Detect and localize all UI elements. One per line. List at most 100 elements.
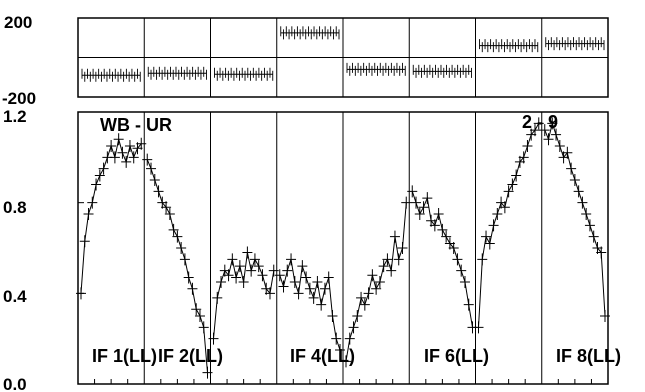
amplitude-point [242, 246, 253, 259]
amplitude-point [543, 133, 554, 146]
amplitude-point [492, 208, 503, 220]
amplitude-point [301, 271, 312, 284]
amplitude-point [547, 117, 558, 130]
plot-frames [77, 17, 609, 385]
amplitude-point [286, 253, 297, 266]
amplitude-point [473, 321, 484, 334]
amplitude-point [344, 332, 355, 345]
amplitude-point [327, 310, 338, 322]
correlation-label: 2 - 9 [522, 112, 558, 132]
phase-tick-top: 200 [4, 13, 32, 32]
amp-tick-1-2: 1.2 [3, 107, 27, 126]
amplitude-series-line [411, 191, 473, 328]
amplitude-point [136, 137, 147, 150]
amplitude-point [378, 260, 389, 273]
amplitude-point [499, 201, 510, 214]
amplitude-point [407, 185, 418, 198]
amplitude-point [234, 260, 245, 273]
amplitude-point [113, 133, 124, 146]
amp-tick-0-0: 0.0 [3, 375, 27, 392]
amplitude-point [359, 298, 370, 311]
amplitude-point [554, 140, 565, 152]
amplitude-point [503, 185, 514, 198]
amplitude-point [331, 332, 342, 345]
amplitude-point [274, 269, 285, 282]
amplitude-point [83, 208, 94, 220]
amplitude-point [264, 287, 275, 300]
amplitude-point [529, 124, 540, 137]
amplitude-point [456, 264, 467, 277]
amplitude-point [124, 140, 135, 152]
amplitude-point [308, 291, 319, 304]
amplitude-point [304, 282, 315, 295]
amplitude-point [246, 264, 257, 277]
amplitude-point [297, 260, 308, 273]
amplitude-point [194, 310, 205, 322]
amplitude-point [437, 223, 448, 236]
amplitude-point [433, 208, 444, 220]
amplitude-series-line [213, 252, 275, 339]
amplitude-point [352, 310, 363, 322]
amplitude-point [507, 178, 518, 191]
amplitude-point [202, 366, 213, 379]
amplitude-point [418, 201, 429, 214]
amplitude-point [484, 237, 495, 250]
amplitude-point [374, 276, 385, 288]
amplitude-point [573, 185, 584, 198]
amplitude-point [422, 192, 433, 205]
amplitude-point [208, 332, 219, 345]
amplitude-point [397, 242, 408, 254]
amplitude-point [441, 230, 452, 243]
amplitude-point [389, 230, 400, 243]
amplitude-point [429, 219, 440, 232]
amplitude-point [518, 151, 529, 164]
amplitude-point [581, 208, 592, 220]
amplitude-point [128, 151, 139, 164]
amplitude-point [117, 146, 128, 159]
amplitude-panel [76, 117, 610, 379]
amplitude-point [588, 230, 599, 243]
amplitude-point [600, 310, 610, 322]
amplitude-point [257, 269, 268, 282]
amplitude-point [191, 303, 202, 316]
amp-tick-0-4: 0.4 [3, 287, 27, 306]
amplitude-point [488, 219, 499, 232]
baseline-label: WB - UR [100, 115, 172, 135]
amplitude-point [448, 242, 459, 254]
amplitude-point [566, 162, 577, 175]
amplitude-point [98, 162, 109, 175]
amplitude-point [522, 140, 533, 152]
amplitude-point [146, 162, 157, 175]
amplitude-point [319, 282, 330, 295]
amplitude-point [187, 282, 198, 295]
amplitude-point [149, 174, 160, 186]
amplitude-point [562, 146, 573, 159]
amp-tick-0-8: 0.8 [3, 198, 27, 217]
if-label-1: IF 1(LL) [92, 346, 157, 366]
amplitude-point [109, 151, 120, 164]
amplitude-point [153, 185, 164, 198]
amplitude-point [414, 208, 425, 220]
amplitude-point [401, 196, 412, 209]
amplitude-point [316, 298, 327, 311]
amplitude-point [533, 117, 544, 130]
amplitude-point [168, 223, 179, 236]
amplitude-point [249, 253, 260, 266]
amplitude-point [268, 264, 279, 277]
amplitude-point [231, 271, 242, 284]
amplitude-point [452, 253, 463, 266]
amplitude-point [293, 287, 304, 300]
if-label-6: IF 6(LL) [424, 346, 489, 366]
phase-panel [81, 26, 605, 82]
amplitude-point [348, 321, 359, 334]
amplitude-point [584, 219, 595, 232]
amplitude-point [176, 242, 187, 254]
amplitude-point [363, 287, 374, 300]
amplitude-point [477, 253, 488, 266]
amplitude-series-line [80, 139, 142, 294]
amplitude-series-line [478, 123, 540, 328]
amplitude-point [411, 196, 422, 209]
amplitude-point [223, 269, 234, 282]
amplitude-point [94, 169, 105, 182]
